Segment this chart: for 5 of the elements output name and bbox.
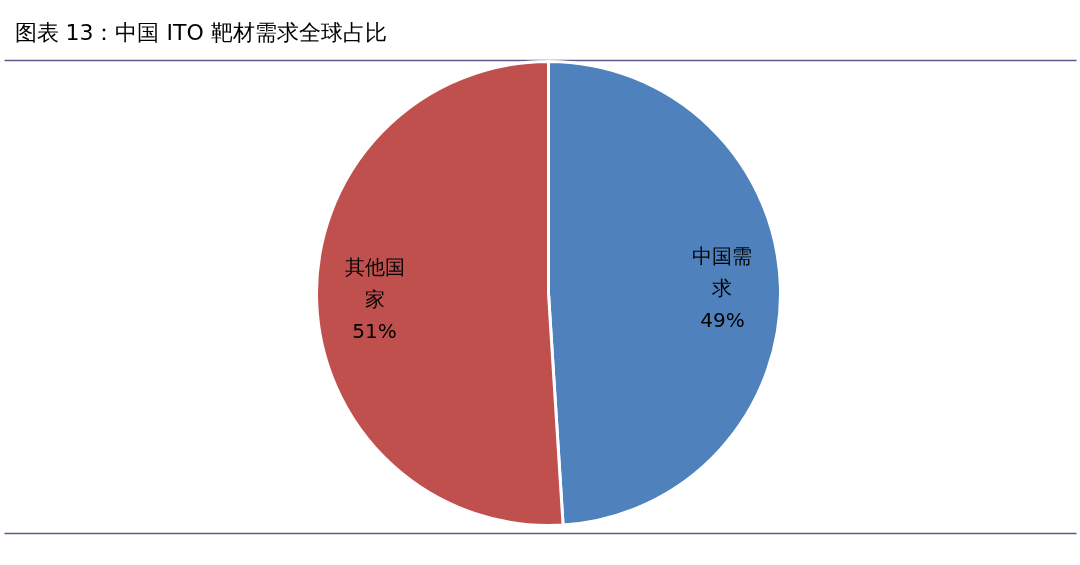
slice-label: 中国需求 [692, 244, 753, 301]
data-label: 49% [700, 308, 745, 333]
data-label: 51% [352, 318, 397, 343]
slice-label: 其他国家 [344, 254, 405, 311]
chart-title: 图表 13：中国 ITO 靶材需求全球占比 [14, 20, 387, 45]
